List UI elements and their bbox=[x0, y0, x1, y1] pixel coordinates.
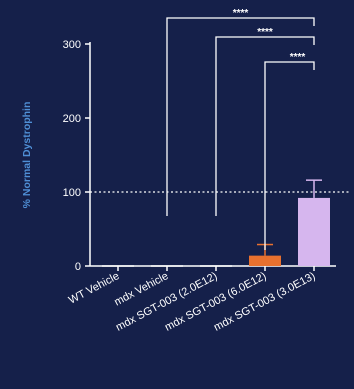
y-axis-label: % Normal Dystrophin bbox=[21, 102, 33, 209]
significance-bracket bbox=[166, 17, 315, 216]
y-tick-label: 200 bbox=[63, 113, 81, 125]
bar bbox=[249, 255, 281, 266]
y-tick-label: 300 bbox=[63, 39, 81, 51]
significance-label: **** bbox=[233, 8, 249, 19]
significance-label: **** bbox=[290, 52, 306, 63]
y-tick-label: 100 bbox=[63, 187, 81, 199]
bar bbox=[298, 197, 330, 266]
significance-bracket bbox=[215, 36, 315, 216]
significance-bracket bbox=[264, 61, 315, 250]
y-tick-label: 0 bbox=[75, 261, 81, 273]
significance-label: **** bbox=[257, 27, 273, 38]
